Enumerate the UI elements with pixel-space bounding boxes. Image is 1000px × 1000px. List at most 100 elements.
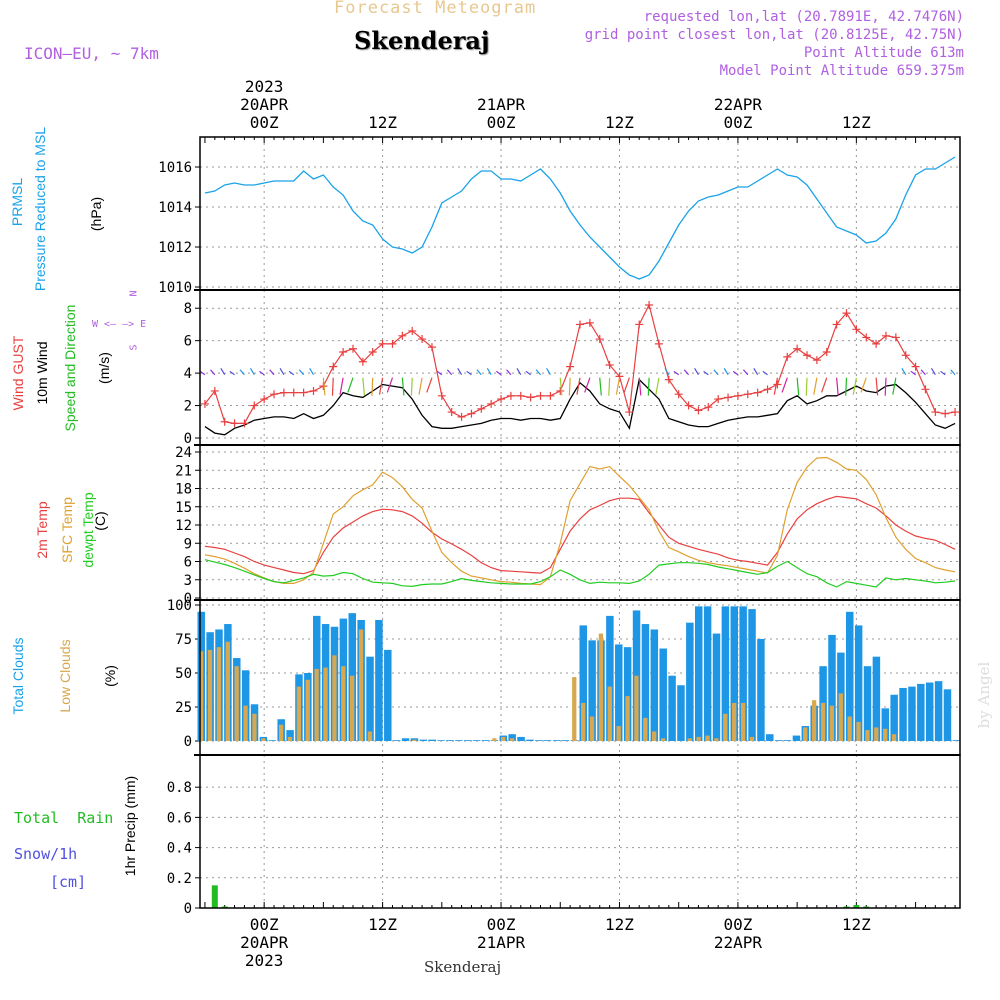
total-cloud-bar [517,736,525,741]
gust-marker [862,333,871,342]
y-tick-label: 75 [175,632,192,648]
panel-frame [199,754,961,909]
bottom-time-label: 12Z [605,915,634,934]
top-time-label: 12Z [842,113,871,132]
low-cloud-bar [332,655,337,741]
total-cloud-bar [730,606,739,741]
low-cloud-bar [314,668,319,741]
wind-direction-arrow [920,369,926,376]
total-cloud-bar [606,615,614,741]
pressure-line [204,156,956,280]
y-tick-label: 0.6 [167,810,192,826]
low-cloud-bar [874,727,879,741]
low-cloud-bar [572,677,577,741]
gust-marker [260,395,269,404]
wind-direction-arrow [401,377,405,396]
model-altitude: Model Point Altitude 659.375m [719,63,964,79]
gust-marker [773,380,782,389]
total-cloud-bar [783,740,792,741]
product-title: Forecast Meteogram [334,0,537,18]
wind-direction-arrow [901,367,907,376]
wind-direction-arrow [713,369,719,376]
wind-direction-arrow [638,377,642,396]
gust-marker [832,320,841,329]
gust-marker [881,331,890,340]
wind-direction-arrow [525,370,532,376]
total-cloud-bar [934,681,943,741]
total-cloud-bar [641,624,650,741]
total-cloud-bar [872,656,881,741]
gust-marker [200,399,209,408]
low-cloud-bar [625,696,630,741]
wind-direction-arrow [259,370,265,376]
low-cloud-bar [820,702,826,741]
total-cloud-bar [286,730,294,741]
gust-marker [694,406,703,415]
temp-sfc-line [204,456,956,586]
total-cloud-bar [526,739,534,741]
total-cloud-bar [401,738,410,741]
top-time-label: 20APR [240,95,289,114]
gust-marker [664,375,673,384]
wind-direction-arrow [457,367,463,376]
y-tick-label: 6 [184,334,192,350]
total-cloud-bar [561,740,570,741]
low-cloud-bar [696,736,701,741]
y-tick-label: 9 [184,536,192,552]
wind-direction-arrow [229,370,235,376]
wind-direction-arrow [516,367,522,376]
temp-dewpt-line [204,559,956,588]
low-cloud-bar [261,738,266,741]
gust-marker [743,390,752,399]
total-cloud-bar [543,740,552,741]
wind-direction-arrow [347,377,354,393]
low-cloud-bar [199,651,204,741]
gust-marker [724,393,733,402]
wind-direction-arrow [940,370,946,376]
y-tick-label: 24 [175,445,192,461]
wind-direction-arrow [568,377,571,396]
low-cloud-bar [856,721,861,741]
top-time-label: 22APR [714,95,763,114]
y-tick-label: 0.8 [167,780,192,796]
wind-direction-arrow [535,369,541,376]
wind-direction-arrow [892,377,897,395]
wind-direction-arrow [623,377,630,393]
bottom-time-label: 00Z [723,915,752,934]
gust-marker [733,391,742,400]
low-cloud-bar [705,735,710,741]
y-tick-label: 18 [175,482,192,498]
y-tick-label: 0.4 [167,841,192,857]
gust-marker [635,320,644,329]
low-cloud-bar [643,717,648,741]
y-tick-label: 0 [184,901,192,917]
wind-direction-arrow [309,367,315,376]
total-cloud-bar [917,683,925,741]
gust-marker [506,391,515,400]
gust-marker [822,348,831,357]
wind-direction-arrow [339,377,344,395]
total-cloud-bar [384,649,392,741]
gust-marker [240,419,249,428]
wind-direction-arrow [647,377,650,396]
y-tick-label: 3 [184,573,192,589]
bottom-time-label: 20APR [240,933,289,952]
gust-marker [289,388,298,397]
wind-direction-arrow [773,377,778,395]
wind-direction-arrow [476,369,482,376]
wind-direction-arrow [386,377,394,393]
y-tick-label: 0 [184,734,192,750]
wind-direction-arrow [930,367,936,376]
gust-marker [358,357,367,366]
wind-direction-arrow [723,367,729,376]
low-cloud-bar [252,713,257,741]
wind-direction-arrow [762,370,768,376]
top-time-label: 21APR [477,95,526,114]
snow-unit: [cm] [50,873,87,891]
wind-direction-arrow [362,377,366,396]
total-cloud-bar [694,606,703,741]
total-cloud-bar [757,639,765,741]
gust-marker [329,362,338,371]
total-cloud-bar [952,740,961,741]
